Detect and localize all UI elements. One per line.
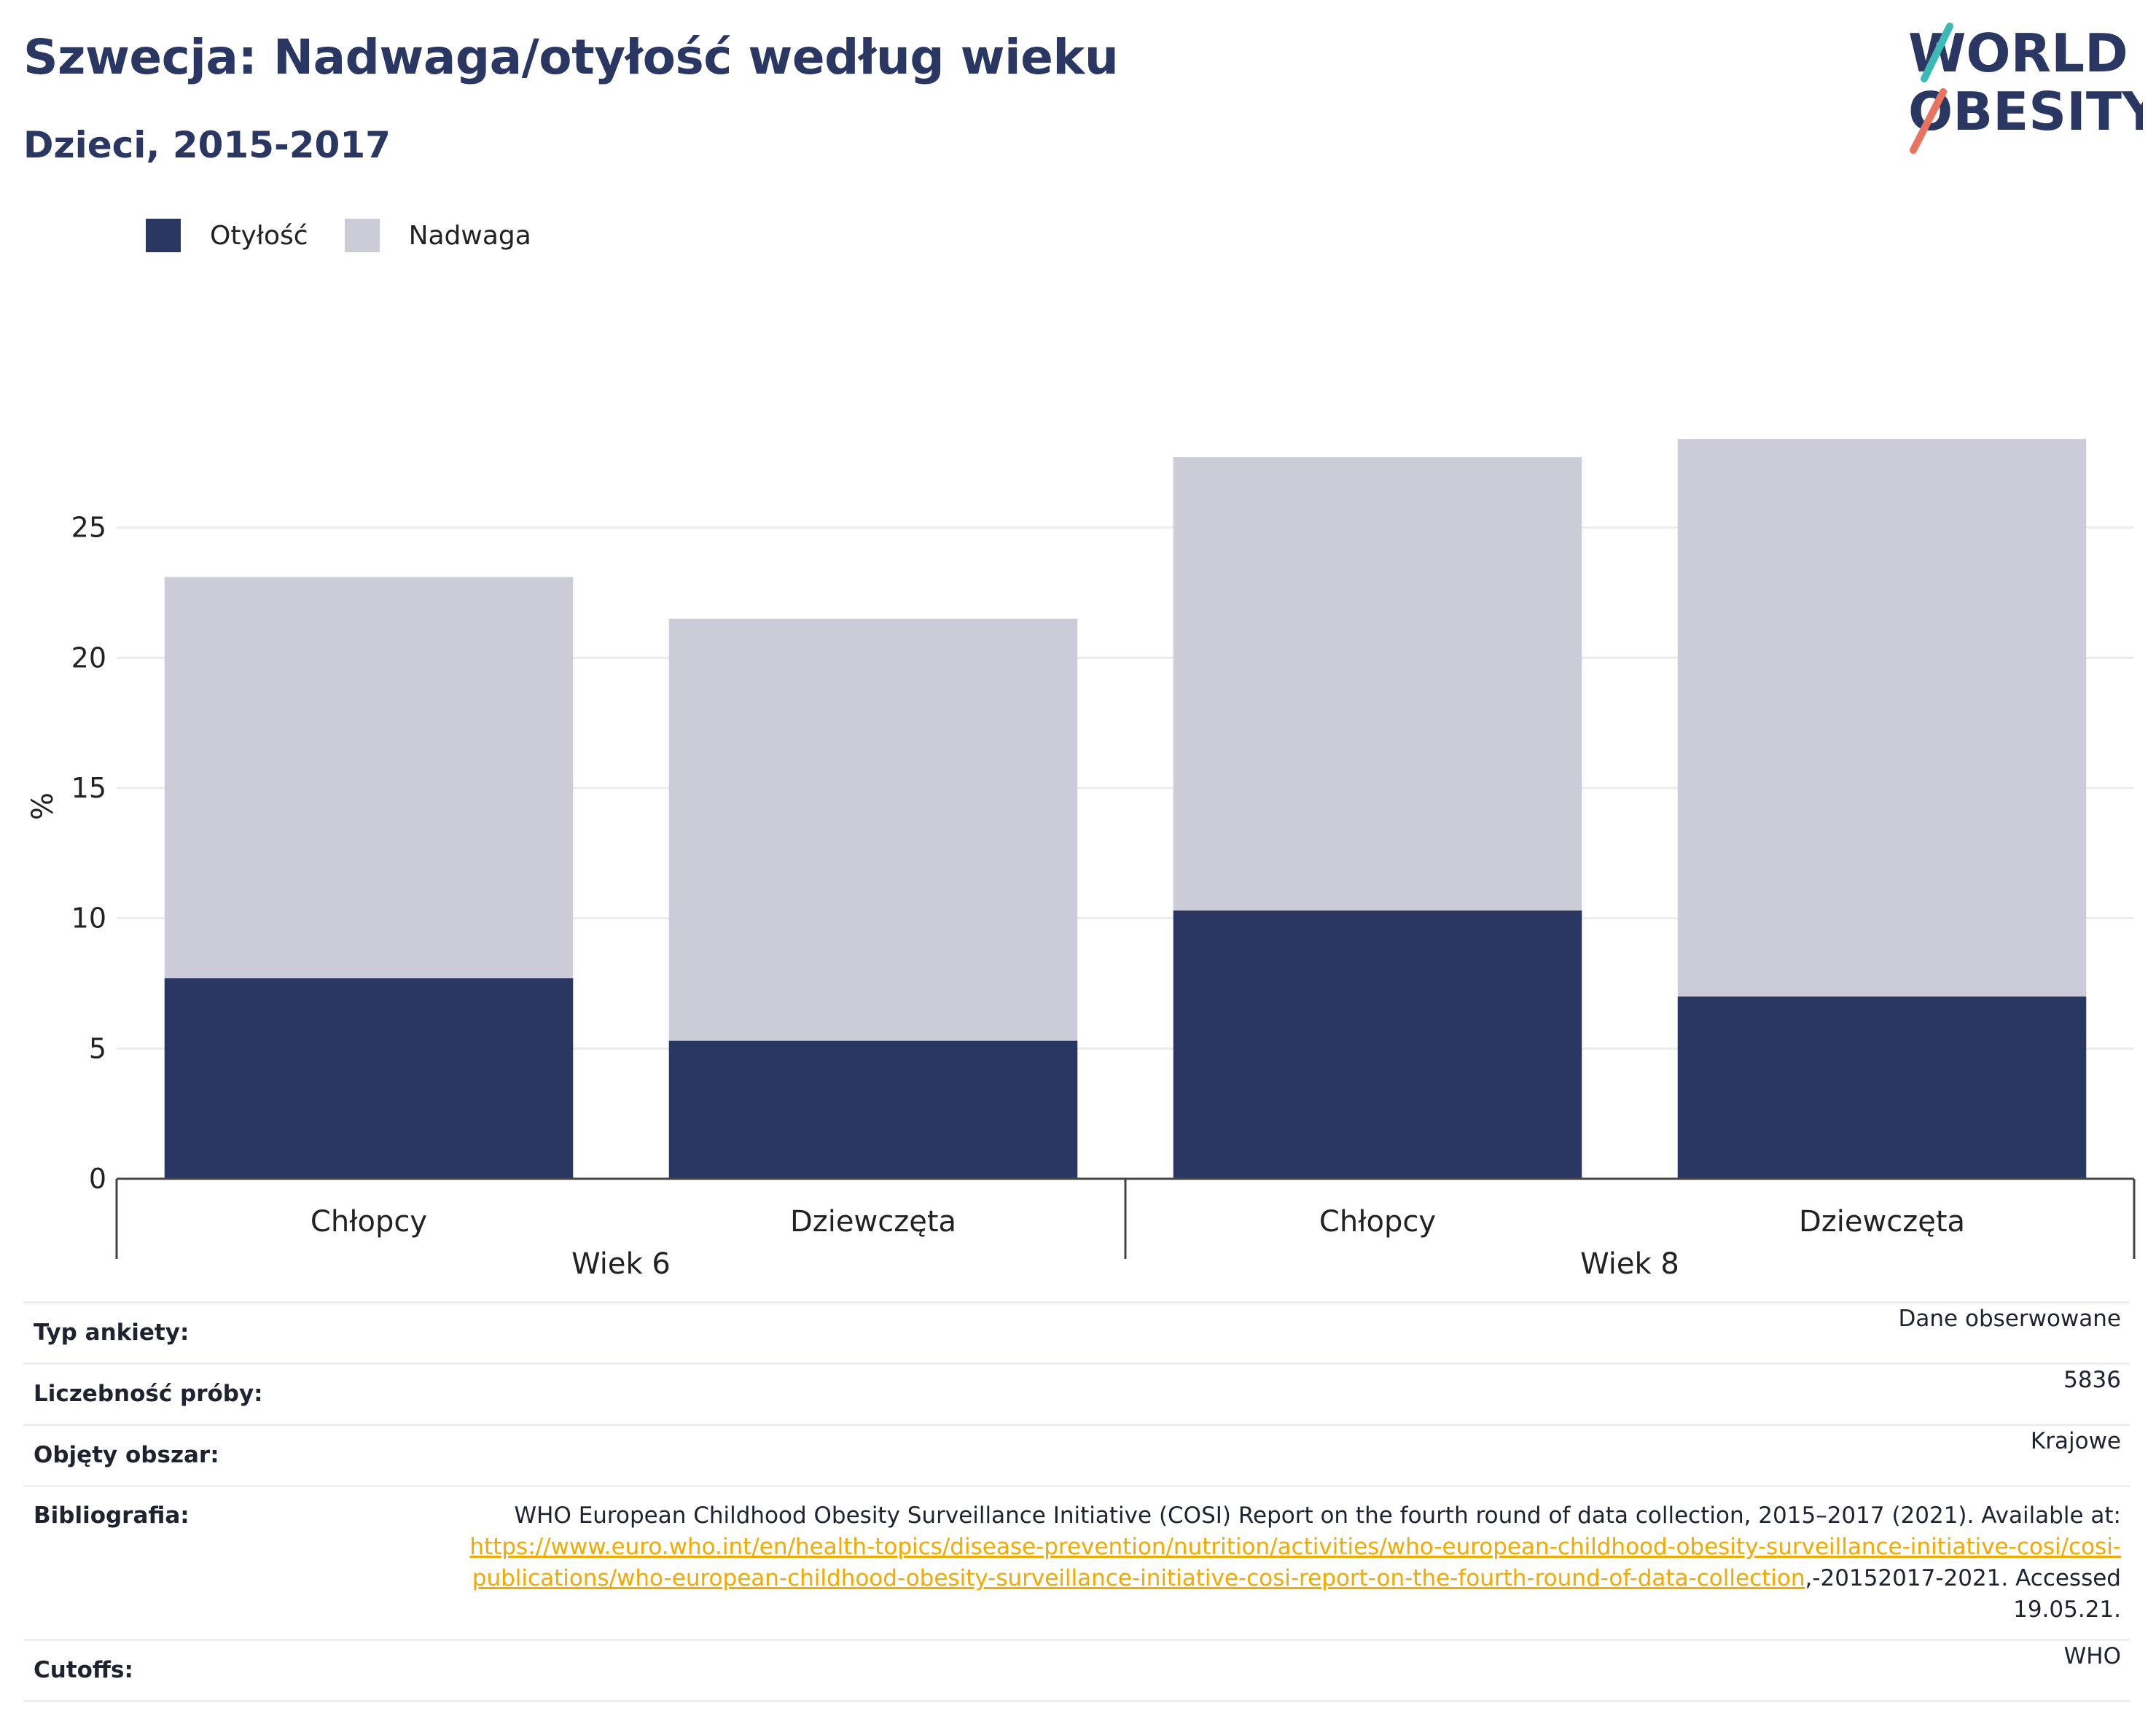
bar-segment <box>1677 996 2087 1179</box>
legend-item-overweight[interactable]: Nadwaga <box>344 219 531 252</box>
stacked-bar-chart: 0 5 10 15 20 25% Chłopcy Dziewczęta Chłopcy Dziew… <box>26 439 2136 1281</box>
x-group-label: Wiek 8 <box>1580 1247 1679 1281</box>
legend-item-obesity[interactable]: Otyłość <box>146 219 308 252</box>
bar-segment <box>1173 457 1582 911</box>
y-tick-label: 5 <box>89 1032 106 1064</box>
chart-subtitle: Dzieci, 2015-2017 <box>23 124 391 166</box>
y-axis-label: % <box>26 792 60 820</box>
info-table: Typ ankiety: Dane obserwowane Liczebność… <box>23 1301 2130 1702</box>
info-value-bibliography: WHO European Childhood Obesity Surveilla… <box>407 1485 2130 1640</box>
info-label-sample-size: Liczebność próby: <box>23 1362 407 1425</box>
world-obesity-logo: WORLD OBESITY <box>1908 23 2143 154</box>
bar-segment <box>164 978 574 1179</box>
legend: Otyłość Nadwaga <box>146 217 568 254</box>
bar-segment <box>1173 910 1582 1179</box>
info-label-coverage: Objęty obszar: <box>23 1424 407 1486</box>
info-label-cutoffs: Cutoffs: <box>23 1639 407 1702</box>
info-row-survey-type: Typ ankiety: Dane obserwowane <box>23 1301 2130 1364</box>
info-label-survey-type: Typ ankiety: <box>23 1301 407 1364</box>
info-value-survey-type: Dane obserwowane <box>407 1301 2130 1364</box>
bibliography-link[interactable]: https://www.euro.who.int/en/health-topic… <box>469 1534 2121 1591</box>
x-category-label: Dziewczęta <box>1799 1205 1965 1239</box>
info-row-bibliography: Bibliografia: WHO European Childhood Obe… <box>23 1485 2130 1640</box>
info-value-cutoffs: WHO <box>407 1639 2130 1702</box>
y-tick-label: 20 <box>71 642 106 674</box>
legend-swatch-obesity <box>146 219 181 252</box>
chart-title: Szwecja: Nadwaga/otyłość według wieku <box>23 29 1119 85</box>
y-tick-label: 15 <box>71 772 106 804</box>
bibliography-text: WHO European Childhood Obesity Surveilla… <box>514 1502 2121 1529</box>
y-tick-label: 10 <box>71 902 106 935</box>
bar-segment <box>668 618 1078 1041</box>
y-tick-label: 25 <box>71 512 106 544</box>
legend-label-obesity: Otyłość <box>210 220 308 251</box>
x-group-label: Wiek 6 <box>571 1247 671 1281</box>
y-tick-label: 0 <box>89 1163 106 1195</box>
info-row-coverage: Objęty obszar: Krajowe <box>23 1424 2130 1486</box>
logo-text-obesity: OBESITY <box>1908 81 2143 142</box>
x-category-label: Dziewczęta <box>790 1205 956 1239</box>
bar-segment <box>668 1040 1078 1179</box>
bibliography-accessed: ,-20152017-2021. Accessed 19.05.21. <box>1805 1565 2122 1623</box>
logo-slash-coral <box>1910 88 1947 154</box>
bar-segment <box>1677 439 2087 997</box>
legend-label-overweight: Nadwaga <box>408 220 531 251</box>
info-label-bibliography: Bibliografia: <box>23 1485 407 1640</box>
x-category-label: Chłopcy <box>1319 1205 1436 1239</box>
info-value-coverage: Krajowe <box>407 1424 2130 1486</box>
x-category-label: Chłopcy <box>310 1205 427 1239</box>
info-value-sample-size: 5836 <box>407 1362 2130 1425</box>
info-row-sample-size: Liczebność próby: 5836 <box>23 1362 2130 1425</box>
logo-slash-teal <box>1921 23 1953 82</box>
info-row-cutoffs: Cutoffs: WHO <box>23 1639 2130 1702</box>
legend-swatch-overweight <box>344 219 380 252</box>
bar-segment <box>164 577 574 978</box>
